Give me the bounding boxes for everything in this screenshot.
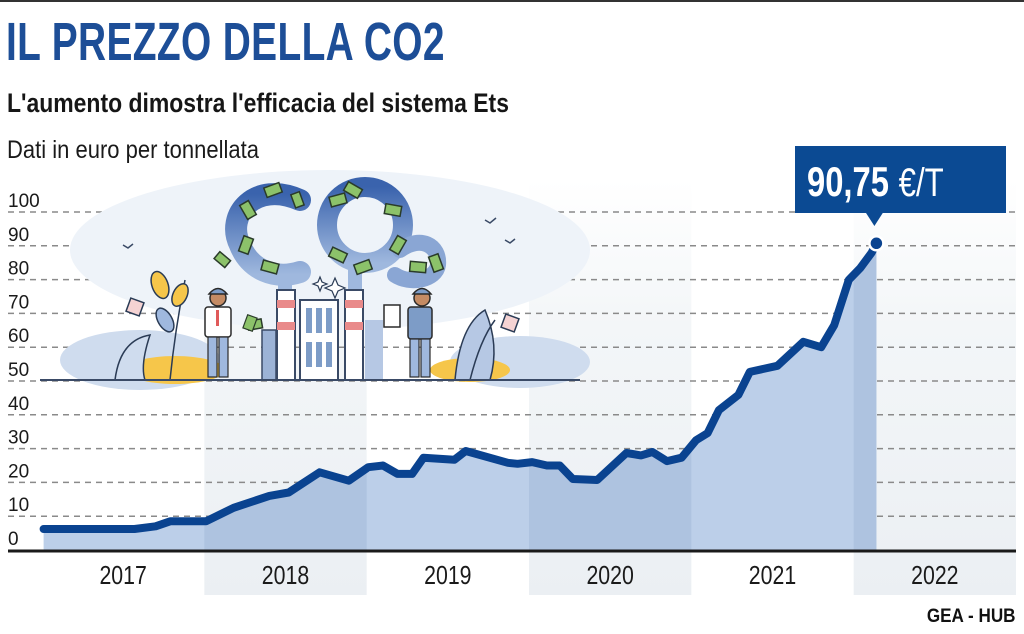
tank (261, 329, 277, 381)
banknotes (213, 180, 445, 332)
chart-subtitle: L'aumento dimostra l'efficacia del siste… (7, 88, 509, 118)
chart-title: IL PREZZO DELLA CO2 (6, 12, 445, 72)
plant-left (114, 270, 189, 381)
x-tick-label-2018: 2018 (262, 561, 309, 591)
x-tick-label-2017: 2017 (99, 561, 146, 591)
birds (122, 217, 516, 249)
x-tick-label-2021: 2021 (749, 561, 796, 591)
cubes (125, 297, 520, 333)
x-tick-label-2019: 2019 (424, 561, 471, 591)
y-tick-label-90: 90 (8, 225, 29, 246)
factory-smoke-co2-money-illustration (40, 170, 590, 390)
x-axis-ticks: 2017 2018 2019 2020 2021 2022 (99, 561, 958, 591)
x-tick-label-2022: 2022 (911, 561, 958, 591)
units-label: Dati in euro per tonnellata (7, 136, 259, 164)
x-tick-label-2020: 2020 (586, 561, 633, 591)
y-tick-label-60: 60 (8, 326, 29, 347)
area-shade-2022 (853, 243, 877, 550)
price-line (39, 239, 881, 533)
y-tick-label-10: 10 (8, 495, 29, 516)
sparkles (311, 275, 347, 300)
y-tick-label-100: 100 (8, 191, 40, 212)
y-tick-label-50: 50 (8, 360, 29, 381)
sun-blob-left (125, 356, 225, 384)
y-tick-label-30: 30 (8, 428, 29, 449)
chimney-right-stripe (345, 300, 363, 308)
building-side (365, 320, 383, 380)
callout-label: 90,75 €/T (807, 158, 944, 205)
callout-unit: €/T (899, 160, 944, 205)
worker-right (383, 287, 433, 378)
y-tick-label-80: 80 (8, 259, 29, 280)
y-tick-label-0: 0 (8, 529, 19, 550)
y-tick-label-20: 20 (8, 461, 29, 482)
value-callout: 90,75 €/T (795, 146, 1006, 226)
top-border (0, 0, 1024, 2)
callout-value: 90,75 (807, 158, 889, 205)
source-credit: GEA - HUB (927, 606, 1016, 627)
worker-left (204, 287, 258, 378)
y-axis-ticks: 0 10 20 30 40 50 60 70 80 90 100 (8, 191, 40, 550)
y-tick-label-40: 40 (8, 394, 29, 415)
last-value-marker (868, 235, 885, 252)
factory-windows (306, 308, 332, 367)
callout-pointer (865, 212, 884, 226)
plant-right (454, 308, 496, 381)
y-tick-label-70: 70 (8, 292, 29, 313)
chimney-left-stripe (277, 300, 295, 308)
callout-box (795, 146, 1006, 213)
